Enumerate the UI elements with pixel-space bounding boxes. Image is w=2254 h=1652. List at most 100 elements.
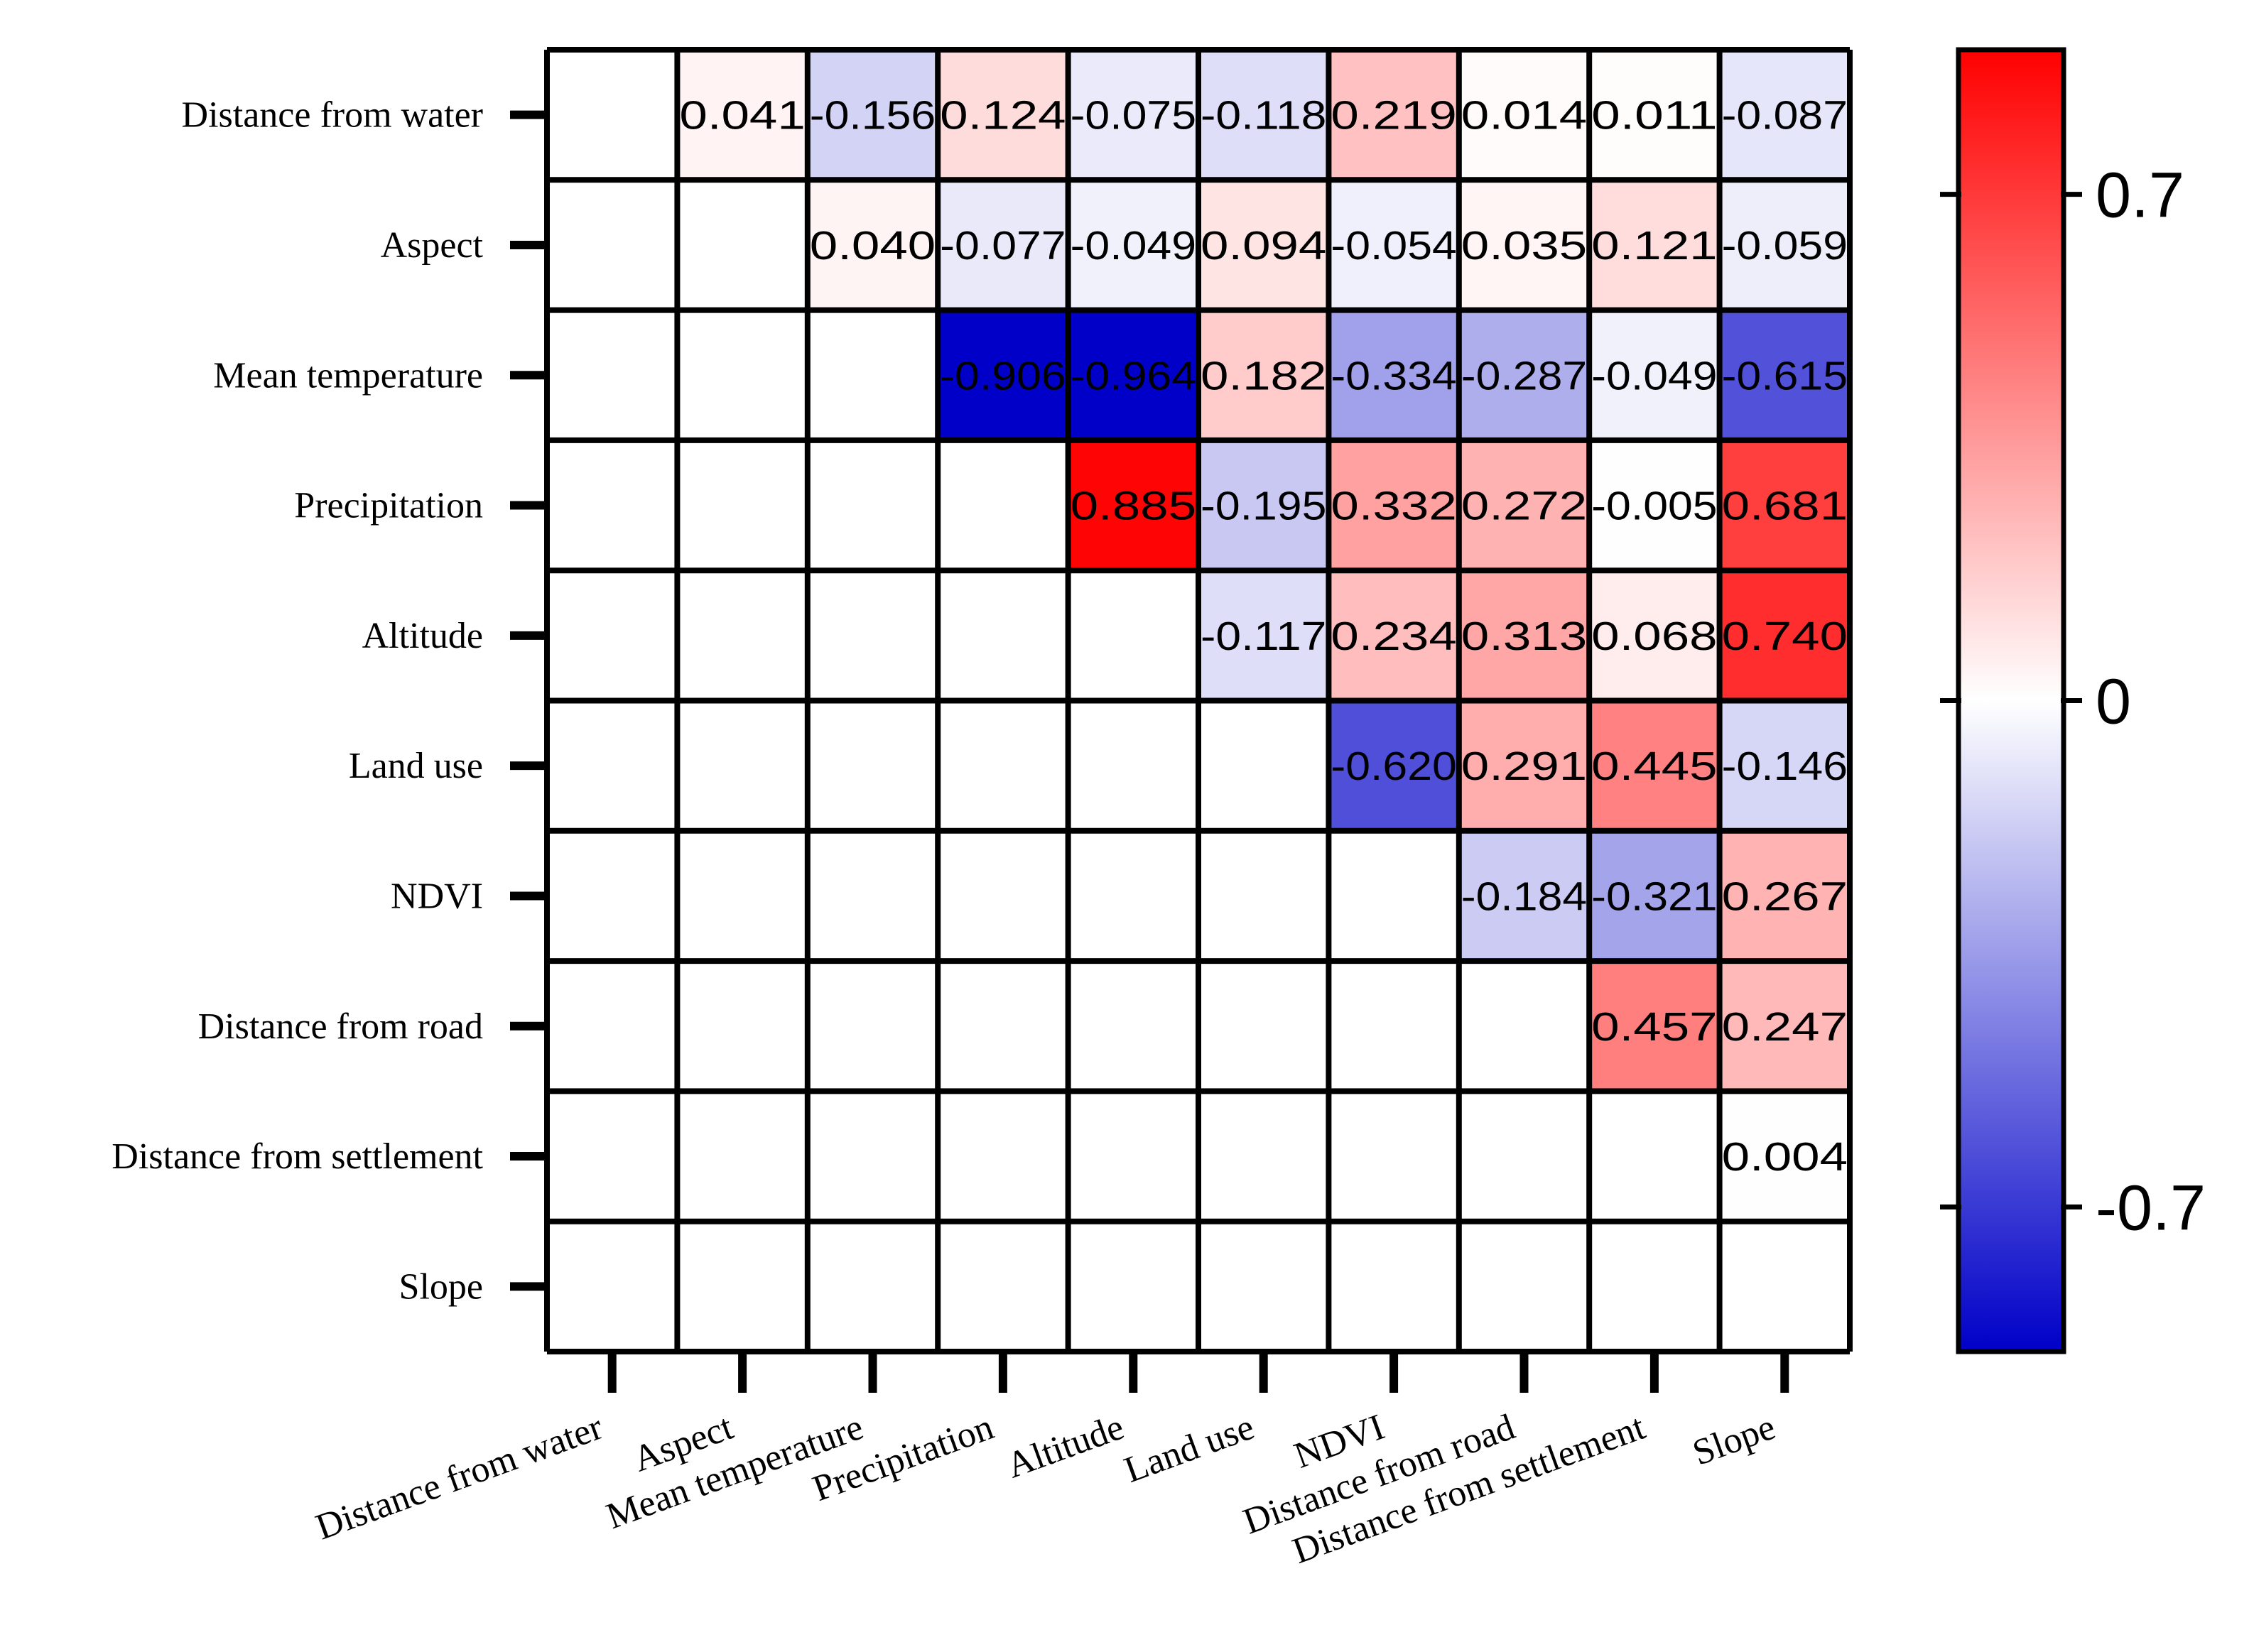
heatmap-cell bbox=[1328, 180, 1459, 310]
cell-value-label: -0.195 bbox=[1201, 484, 1326, 529]
cell-value-label: 0.121 bbox=[1591, 223, 1717, 268]
heatmap-cell bbox=[547, 570, 678, 701]
heatmap-value-labels: 0.041 -0.156 0.124 -0.075 -0.118 0.219 0.014 0.… bbox=[679, 93, 1848, 1180]
heatmap-cell bbox=[938, 700, 1068, 831]
cell-value-label: 0.124 bbox=[940, 93, 1066, 138]
heatmap-cell bbox=[1458, 1091, 1590, 1222]
cell-value-label: 0.313 bbox=[1461, 614, 1587, 659]
heatmap-cell bbox=[1458, 700, 1590, 831]
heatmap-cell bbox=[1068, 310, 1198, 440]
colorbar: -0.7 0 0.7 bbox=[1940, 47, 2206, 1354]
heatmap-cell bbox=[1719, 961, 1850, 1092]
cell-value-label: 0.182 bbox=[1201, 353, 1326, 398]
row-label: NDVI bbox=[391, 876, 483, 916]
cell-value-label: -0.615 bbox=[1722, 353, 1848, 398]
cell-value-label: -0.087 bbox=[1722, 93, 1848, 138]
cell-value-label: 0.885 bbox=[1071, 484, 1196, 529]
heatmap-cell bbox=[807, 830, 938, 962]
heatmap-cell bbox=[938, 310, 1068, 440]
heatmap-cell bbox=[677, 570, 808, 701]
heatmap-cell bbox=[1198, 50, 1329, 180]
heatmap-cell bbox=[1198, 440, 1329, 571]
heatmap-cell bbox=[547, 830, 678, 962]
heatmap-cell bbox=[677, 1091, 808, 1222]
heatmap-cell bbox=[1458, 50, 1590, 180]
heatmap-cell bbox=[1589, 310, 1720, 440]
heatmap-cell bbox=[807, 440, 938, 571]
heatmap-cell bbox=[1589, 50, 1720, 180]
cell-value-label: 0.040 bbox=[810, 223, 936, 268]
heatmap-cell bbox=[1589, 830, 1720, 962]
heatmap-cell bbox=[547, 440, 678, 571]
heatmap-cell bbox=[938, 50, 1068, 180]
cell-value-label: -0.075 bbox=[1071, 93, 1196, 138]
heatmap-cell bbox=[938, 830, 1068, 962]
heatmap-cell bbox=[547, 180, 678, 310]
heatmap-cell bbox=[1589, 961, 1720, 1092]
heatmap-cell bbox=[547, 310, 678, 440]
cell-value-label: -0.334 bbox=[1331, 353, 1456, 398]
heatmap-cell bbox=[1068, 50, 1198, 180]
cell-value-label: 0.219 bbox=[1331, 93, 1456, 138]
heatmap-cell bbox=[1719, 440, 1850, 571]
row-label: Distance from road bbox=[198, 1006, 483, 1047]
heatmap-cell bbox=[1198, 700, 1329, 831]
heatmap-cell bbox=[677, 1221, 808, 1352]
cell-value-label: -0.005 bbox=[1591, 484, 1717, 529]
cell-value-label: 0.247 bbox=[1722, 1004, 1848, 1050]
heatmap-cell bbox=[807, 1091, 938, 1222]
cell-value-label: 0.445 bbox=[1591, 744, 1717, 789]
cell-value-label: 0.004 bbox=[1722, 1134, 1848, 1180]
row-label: Distance from settlement bbox=[112, 1136, 483, 1177]
heatmap-cell bbox=[1589, 1091, 1720, 1222]
heatmap-cell bbox=[1458, 310, 1590, 440]
row-label: Precipitation bbox=[294, 486, 483, 526]
cell-value-label: -0.117 bbox=[1201, 614, 1326, 659]
cell-value-label: -0.054 bbox=[1331, 223, 1456, 268]
heatmap-cell bbox=[677, 961, 808, 1092]
heatmap-cell bbox=[1068, 440, 1198, 571]
cell-value-label: 0.681 bbox=[1722, 484, 1848, 529]
heatmap-cell bbox=[807, 700, 938, 831]
heatmap-grid bbox=[544, 47, 1853, 1354]
heatmap-cell bbox=[1328, 440, 1459, 571]
row-label: Land use bbox=[349, 746, 483, 786]
heatmap-cell bbox=[677, 700, 808, 831]
heatmap-cell bbox=[1589, 700, 1720, 831]
cell-value-label: -0.156 bbox=[810, 93, 936, 138]
heatmap-cell bbox=[807, 570, 938, 701]
heatmap-cell bbox=[1328, 961, 1459, 1092]
heatmap-cell bbox=[938, 570, 1068, 701]
cell-value-label: -0.906 bbox=[940, 353, 1066, 398]
heatmap-cell bbox=[677, 830, 808, 962]
heatmap-cell bbox=[1458, 570, 1590, 701]
heatmap-cell bbox=[938, 1221, 1068, 1352]
heatmap-cell bbox=[1198, 1091, 1329, 1222]
heatmap-cell bbox=[1198, 310, 1329, 440]
cell-value-label: -0.620 bbox=[1331, 744, 1456, 789]
heatmap-cell bbox=[1589, 570, 1720, 701]
heatmap-cell bbox=[1719, 50, 1850, 180]
heatmap-cell bbox=[1458, 830, 1590, 962]
heatmap-cell bbox=[547, 961, 678, 1092]
heatmap-cell bbox=[1198, 830, 1329, 962]
heatmap-cell bbox=[547, 700, 678, 831]
heatmap-cell bbox=[1198, 1221, 1329, 1352]
heatmap-cell bbox=[1068, 1091, 1198, 1222]
heatmap-cell bbox=[1719, 1221, 1850, 1352]
cell-value-label: -0.321 bbox=[1591, 874, 1717, 919]
heatmap-cell bbox=[807, 961, 938, 1092]
row-axis: Distance from water Aspect Mean temperatur… bbox=[112, 95, 544, 1307]
heatmap-cell bbox=[938, 180, 1068, 310]
cell-value-label: -0.059 bbox=[1722, 223, 1848, 268]
heatmap-cell bbox=[1719, 180, 1850, 310]
row-label: Slope bbox=[399, 1266, 483, 1307]
row-label: Distance from water bbox=[182, 95, 483, 136]
heatmap-cell bbox=[938, 440, 1068, 571]
column-label: Altitude bbox=[1002, 1407, 1129, 1487]
heatmap-cell bbox=[1328, 310, 1459, 440]
heatmap-cell bbox=[1068, 1221, 1198, 1352]
cell-value-label: 0.094 bbox=[1201, 223, 1326, 268]
cell-value-label: 0.035 bbox=[1461, 223, 1587, 268]
